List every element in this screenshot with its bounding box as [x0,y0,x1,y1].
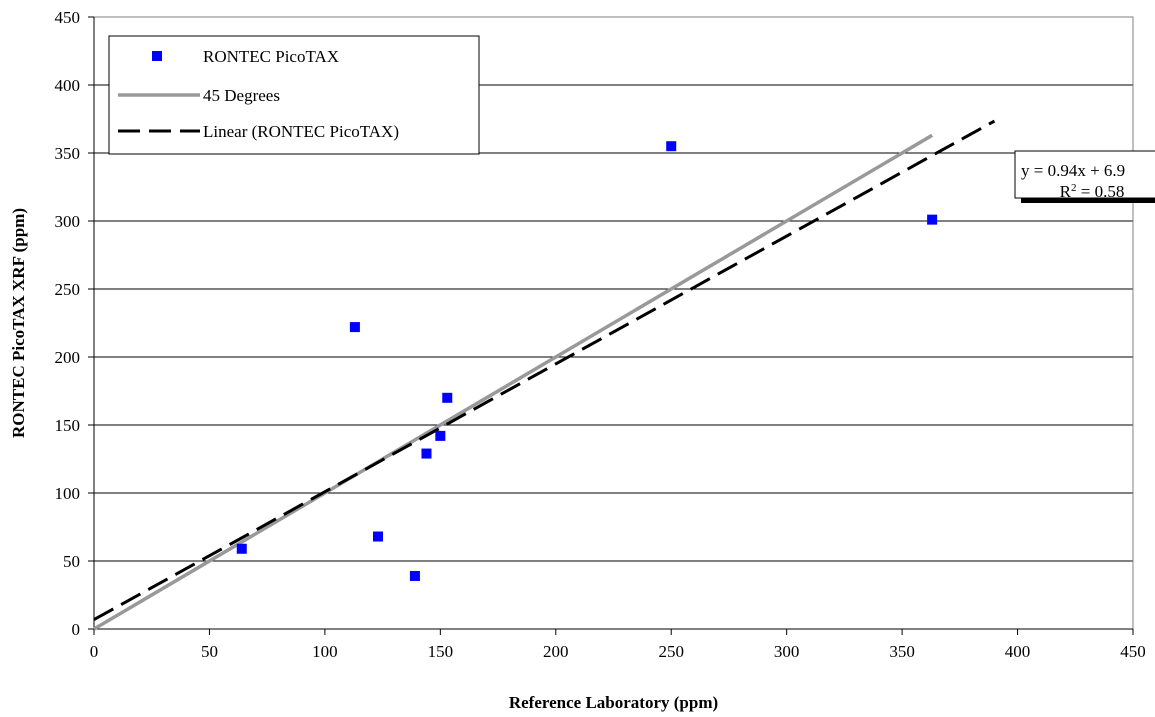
x-tick-label-350: 350 [889,642,915,661]
y-tick-label-50: 50 [63,552,80,571]
data-point-3 [409,570,420,581]
series-line-45-degrees [93,133,934,631]
series-lines [93,119,996,631]
data-point-4 [421,448,432,459]
y-tick-label-350: 350 [55,144,81,163]
data-point-7 [666,141,677,152]
r-squared-base: R [1060,182,1072,201]
x-tick-label-300: 300 [774,642,800,661]
x-tick-label-200: 200 [543,642,569,661]
y-tick-label-150: 150 [55,416,81,435]
axis-ticks: 0 50 100 150 200 250 300 350 400 450 0 50 100 150 200 2… [55,8,1146,661]
x-tick-label-400: 400 [1005,642,1031,661]
y-tick-label-250: 250 [55,280,81,299]
y-tick-label-200: 200 [55,348,81,367]
x-tick-label-100: 100 [312,642,338,661]
x-tick-label-250: 250 [658,642,684,661]
data-point-1 [349,322,360,333]
r-squared-text: R2 = 0.58 [1060,182,1125,201]
x-axis-title: Reference Laboratory (ppm) [509,693,718,712]
equation-box-shadow [1021,196,1155,203]
y-axis-title: RONTEC PicoTAX XRF (ppm) [9,208,28,438]
plot-area-frame [93,16,1134,630]
data-point-0 [236,543,247,554]
x-tick-label-0: 0 [90,642,99,661]
equation-text: y = 0.94x + 6.9 [1021,161,1125,180]
y-tick-label-300: 300 [55,212,81,231]
data-point-2 [372,531,383,542]
y-tick-label-0: 0 [72,620,81,639]
data-point-6 [442,392,453,403]
series-line-linear-fit [93,119,996,621]
equation-box [1014,150,1155,199]
legend-marker-square [152,51,162,61]
data-point-8 [927,214,938,225]
y-tick-label-450: 450 [55,8,81,27]
trendline-equation-label: y = 0.94x + 6.9 R2 = 0.58 [1014,150,1155,203]
legend-label-45-degrees: 45 Degrees [203,86,280,105]
data-point-5 [435,430,446,441]
y-tick-label-400: 400 [55,76,81,95]
data-points [236,141,938,581]
legend: RONTEC PicoTAX 45 Degrees Linear (RONTEC… [108,35,480,155]
legend-label-picotax: RONTEC PicoTAX [203,47,339,66]
r-squared-value: = 0.58 [1077,182,1125,201]
r-squared-superscript: 2 [1071,182,1077,194]
x-tick-label-150: 150 [428,642,454,661]
legend-label-linear-fit: Linear (RONTEC PicoTAX) [203,122,399,141]
y-tick-label-100: 100 [55,484,81,503]
x-tick-label-450: 450 [1120,642,1146,661]
x-tick-label-50: 50 [201,642,218,661]
